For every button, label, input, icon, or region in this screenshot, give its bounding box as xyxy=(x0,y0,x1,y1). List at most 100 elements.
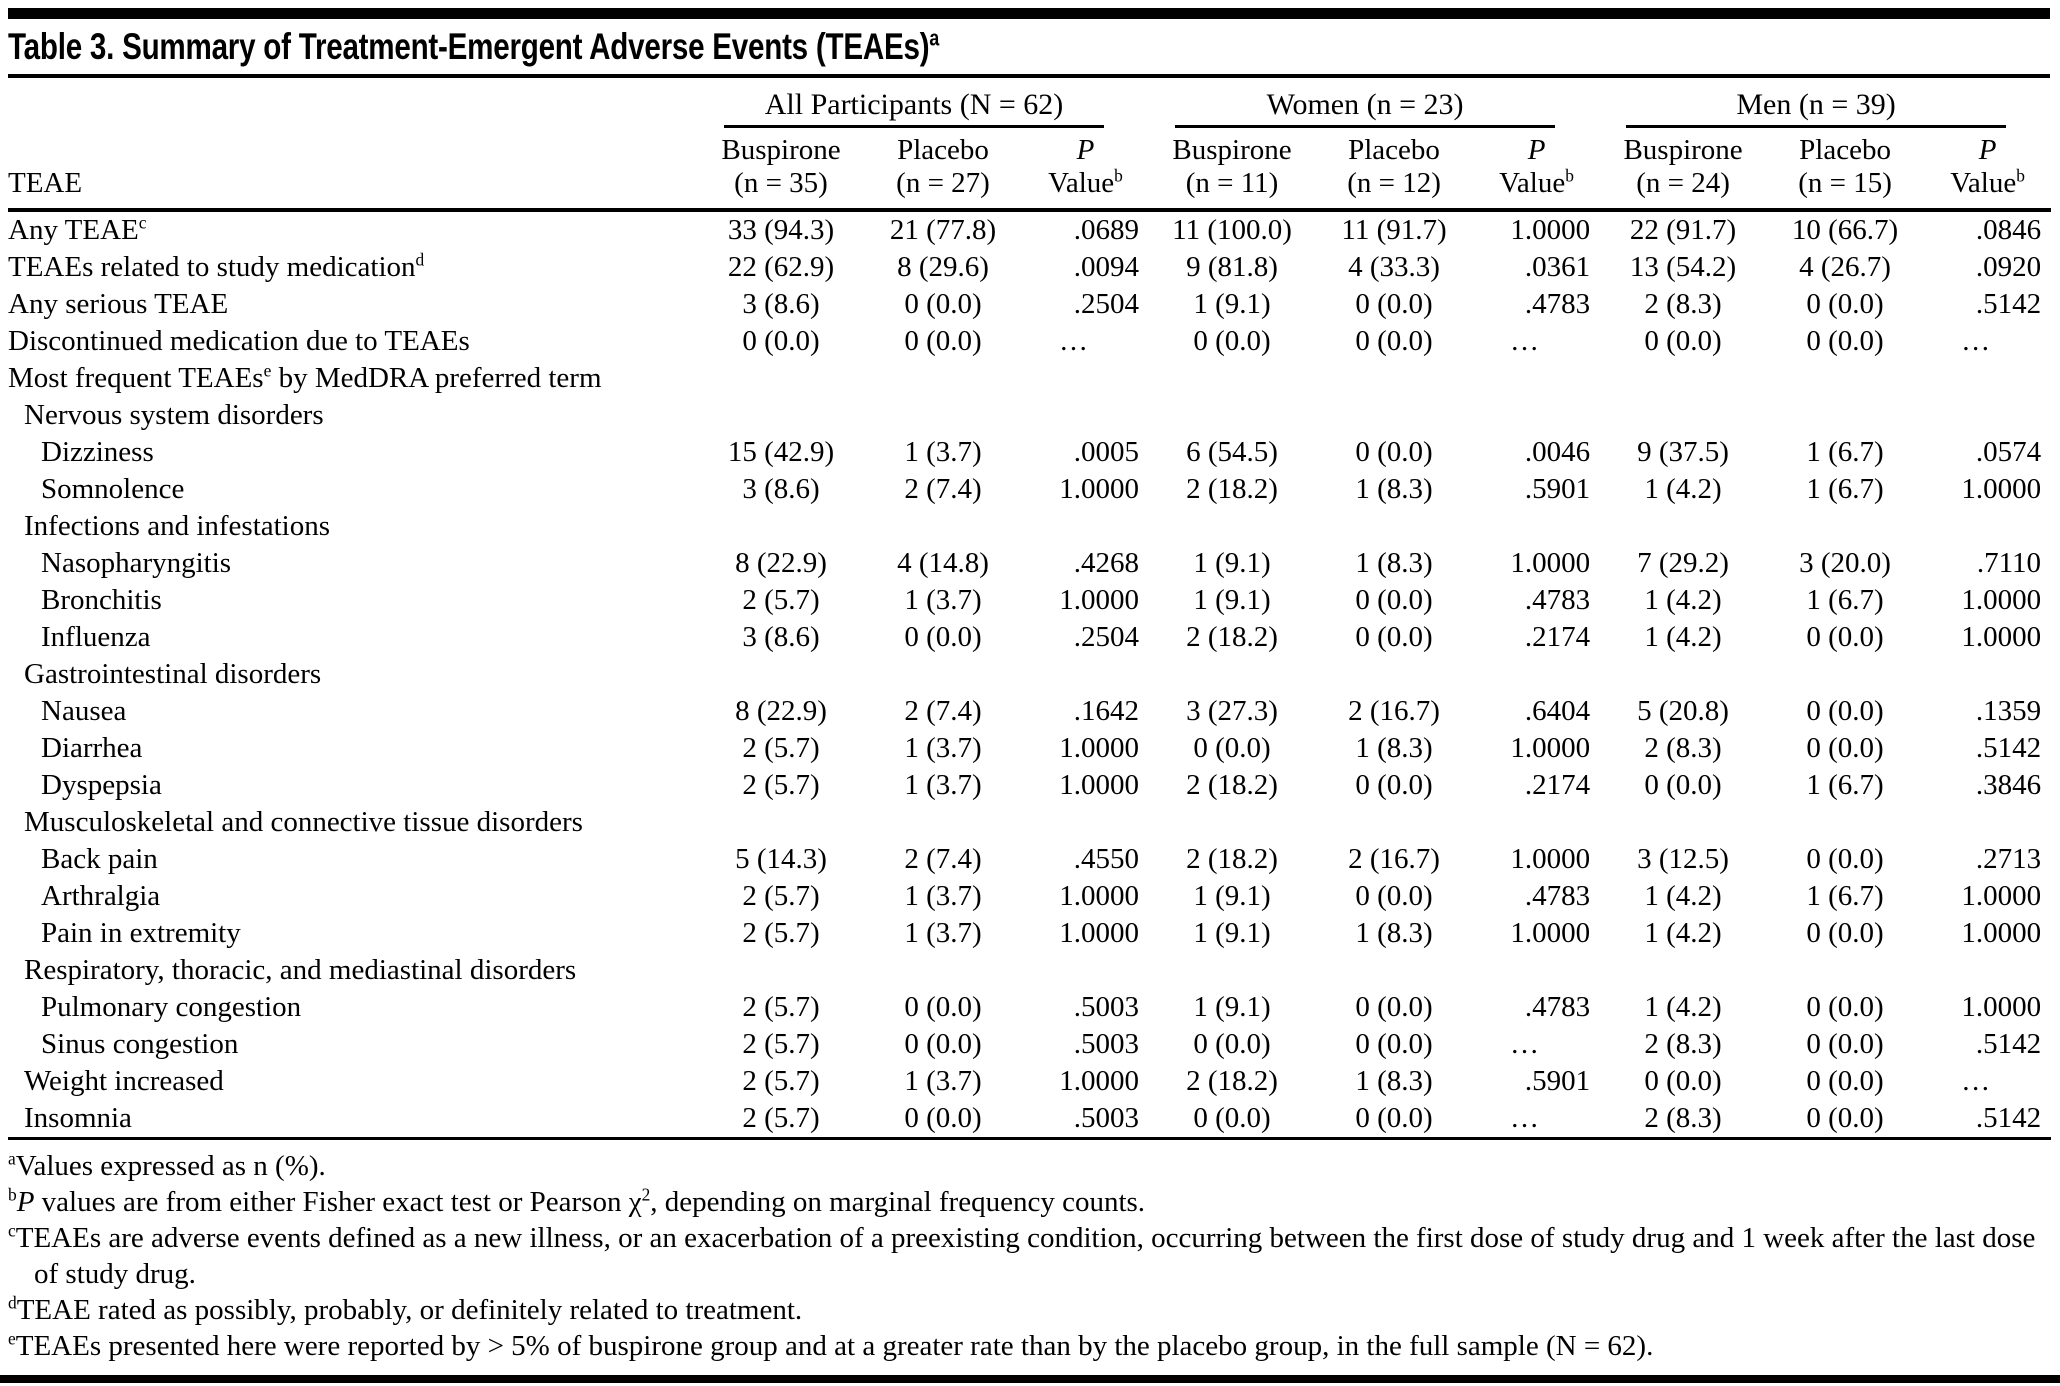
italic-text: P xyxy=(1076,134,1095,166)
text-part: values are from either Fisher exact test… xyxy=(34,1186,642,1218)
count-cell: 3 (8.6) xyxy=(742,473,820,505)
column-header-line2: (n = 35) xyxy=(734,167,828,199)
p-value-cell: .0846 xyxy=(1975,214,2042,246)
p-value-cell: 1.0000 xyxy=(1510,547,1591,579)
text-part: by MedDRA preferred term xyxy=(271,362,602,394)
count-cell: 0 (0.0) xyxy=(1806,991,1884,1023)
text-part: Bronchitis xyxy=(41,584,162,616)
footnote: aValues expressed as n (%). xyxy=(8,1148,2050,1184)
text-part: Infections and infestations xyxy=(24,510,331,542)
p-value-cell: .5901 xyxy=(1524,1065,1591,1097)
text-part: Any TEAE xyxy=(8,214,139,246)
text-part: Influenza xyxy=(41,621,151,653)
count-cell: 1 (3.7) xyxy=(904,436,982,468)
italic-text: P xyxy=(1527,134,1546,166)
p-value-cell: .0361 xyxy=(1524,251,1591,283)
p-value-cell: 1.0000 xyxy=(1059,473,1140,505)
table-row: Diarrhea 2 (5.7) 1 (3.7) 1.0000 0 (0.0) 1 (8.… xyxy=(8,730,2051,767)
count-cell: 0 (0.0) xyxy=(1355,584,1433,616)
count-cell: 2 (8.3) xyxy=(1644,288,1722,320)
row-label: Diarrhea xyxy=(8,730,698,767)
count-cell: 0 (0.0) xyxy=(904,621,982,653)
footnote: bP values are from either Fisher exact t… xyxy=(8,1184,2050,1220)
count-cell: 1 (3.7) xyxy=(904,917,982,949)
group-label: Men (n = 39) xyxy=(1736,88,1896,121)
text-part: Back pain xyxy=(41,843,158,875)
table-row: Weight increased 2 (5.7) 1 (3.7) 1.0000 2 (1… xyxy=(8,1063,2051,1100)
section-row: Infections and infestations xyxy=(8,508,2051,545)
p-value-cell: 1.0000 xyxy=(1510,843,1591,875)
column-header-line2: (n = 11) xyxy=(1185,167,1279,199)
count-cell: 0 (0.0) xyxy=(1355,769,1433,801)
p-value-cell: .2504 xyxy=(1073,288,1140,320)
count-cell: 1 (4.2) xyxy=(1644,584,1722,616)
count-cell: 1 (9.1) xyxy=(1193,991,1271,1023)
footnote-marker: a xyxy=(8,1148,16,1169)
count-cell: 1 (4.2) xyxy=(1644,473,1722,505)
empty-cells xyxy=(698,508,2051,545)
footnotes: aValues expressed as n (%). bP values are… xyxy=(8,1140,2050,1364)
count-cell: 0 (0.0) xyxy=(1193,1102,1271,1134)
row-label: Somnolence xyxy=(8,471,698,508)
table-row: Nasopharyngitis 8 (22.9) 4 (14.8) .4268 1 (9… xyxy=(8,545,2051,582)
count-cell: 9 (81.8) xyxy=(1186,251,1278,283)
p-value-cell: 1.0000 xyxy=(1961,584,2042,616)
count-cell: 2 (16.7) xyxy=(1348,843,1440,875)
count-cell: 2 (18.2) xyxy=(1186,843,1278,875)
count-cell: 1 (3.7) xyxy=(904,732,982,764)
count-cell: 1 (6.7) xyxy=(1806,436,1884,468)
text-part: Nervous system disorders xyxy=(24,399,324,431)
row-header-label: TEAE xyxy=(8,167,83,199)
p-value-cell: .5901 xyxy=(1524,473,1591,505)
text-part: Dyspepsia xyxy=(41,769,162,801)
count-cell: 10 (66.7) xyxy=(1791,214,1899,246)
column-header-line1: Placebo xyxy=(1799,134,1891,166)
text-part: Pain in extremity xyxy=(41,917,241,949)
header-groups-row: TEAE All Participants (N = 62) Women (n =… xyxy=(8,88,2051,199)
count-cell: 4 (14.8) xyxy=(897,547,989,579)
p-value-cell: .4783 xyxy=(1524,880,1591,912)
row-label: Gastrointestinal disorders xyxy=(8,656,698,693)
count-cell: 1 (8.3) xyxy=(1355,547,1433,579)
count-cell: 7 (29.2) xyxy=(1637,547,1729,579)
count-cell: 0 (0.0) xyxy=(1806,732,1884,764)
table-row: Bronchitis 2 (5.7) 1 (3.7) 1.0000 1 (9.1) 0 (… xyxy=(8,582,2051,619)
p-value-cell: 1.0000 xyxy=(1961,621,2042,653)
count-cell: 2 (5.7) xyxy=(742,1065,820,1097)
table-row: Back pain 5 (14.3) 2 (7.4) .4550 2 (18.2) 2 (… xyxy=(8,841,2051,878)
row-label: Respiratory, thoracic, and mediastinal d… xyxy=(8,952,698,989)
column-header-line1: P xyxy=(1473,134,1600,167)
p-value-cell: .0574 xyxy=(1975,436,2042,468)
count-cell: 1 (6.7) xyxy=(1806,584,1884,616)
italic-text: P xyxy=(1978,134,1997,166)
p-value-cell: 1.0000 xyxy=(1961,917,2042,949)
text-part: Nasopharyngitis xyxy=(41,547,232,579)
p-value-cell: 1.0000 xyxy=(1059,1065,1140,1097)
p-value-cell: .3846 xyxy=(1975,769,2042,801)
count-cell: 2 (8.3) xyxy=(1644,732,1722,764)
text-part: Sinus congestion xyxy=(41,1028,239,1060)
count-cell: 33 (94.3) xyxy=(727,214,835,246)
count-cell: 6 (54.5) xyxy=(1186,436,1278,468)
p-value-cell: 1.0000 xyxy=(1059,769,1140,801)
count-cell: 0 (0.0) xyxy=(1355,880,1433,912)
count-cell: 3 (20.0) xyxy=(1799,547,1891,579)
count-cell: 2 (5.7) xyxy=(742,732,820,764)
count-cell: 2 (18.2) xyxy=(1186,1065,1278,1097)
count-cell: 1 (4.2) xyxy=(1644,917,1722,949)
p-value-cell: .6404 xyxy=(1524,695,1591,727)
count-cell: 1 (3.7) xyxy=(904,769,982,801)
count-cell: 1 (6.7) xyxy=(1806,473,1884,505)
table-row: Discontinued medication due to TEAEs 0 (0… xyxy=(8,323,2051,360)
superscript: 2 xyxy=(641,1184,651,1205)
count-cell: 13 (54.2) xyxy=(1629,251,1737,283)
count-cell: 0 (0.0) xyxy=(1806,695,1884,727)
p-value-cell: .4783 xyxy=(1524,584,1591,616)
p-value-cell: .5142 xyxy=(1975,1102,2042,1134)
p-value-cell: … xyxy=(1961,325,1991,357)
row-label: Dyspepsia xyxy=(8,767,698,804)
count-cell: 2 (7.4) xyxy=(904,695,982,727)
footnote-marker: c xyxy=(8,1220,16,1241)
footnote-marker: e xyxy=(8,1328,16,1349)
count-cell: 15 (42.9) xyxy=(727,436,835,468)
